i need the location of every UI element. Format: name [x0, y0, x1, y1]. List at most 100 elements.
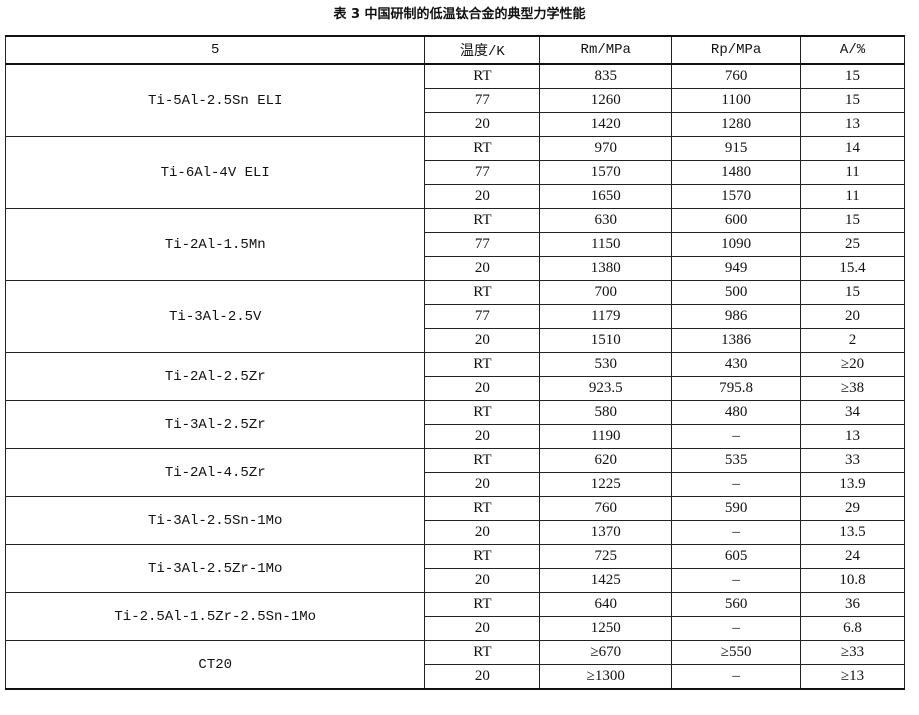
- table-title: 表 3 中国研制的低温钛合金的典型力学性能: [333, 7, 586, 22]
- table-row: 20 1420 1280 13: [6, 112, 905, 137]
- header-rm: Rm/MPa: [539, 35, 673, 65]
- elongation-cell: 14: [800, 136, 905, 161]
- table-row: 20 1510 1386 2: [6, 328, 905, 353]
- rm-cell: 923.5: [539, 376, 673, 401]
- elongation-cell: 15: [800, 88, 905, 113]
- rp-cell: 1100: [671, 88, 802, 113]
- temperature-cell: RT: [424, 496, 541, 521]
- rm-cell: 1425: [539, 568, 673, 593]
- rp-cell: 600: [671, 208, 802, 233]
- alloy-cell: Ti-3Al-2.5Sn-1Mo: [4, 496, 426, 545]
- elongation-cell: 36: [800, 592, 905, 617]
- table-row: Ti-3Al-2.5Zr RT 580 480 34: [4, 400, 905, 449]
- rm-cell: 1150: [539, 232, 673, 257]
- table-row: 20 1225–13.9: [6, 472, 905, 497]
- elongation-cell: 10.8: [800, 568, 905, 593]
- temperature-cell: 20: [424, 112, 541, 137]
- rm-cell: 760: [539, 496, 673, 521]
- rm-cell: 620: [539, 448, 673, 473]
- table-row: Ti-3Al-2.5Zr-1Mo RT 725 605 24: [4, 544, 905, 593]
- rp-cell: 590: [671, 496, 802, 521]
- table-row: Ti-2.5Al-1.5Zr-2.5Sn-1Mo RT 640 560 36: [4, 592, 905, 641]
- elongation-cell: ≥33: [800, 640, 905, 665]
- rm-cell: 1380: [539, 256, 673, 281]
- table-row: Ti-2Al-1.5Mn RT 630 600 15: [4, 208, 905, 281]
- elongation-cell: 25: [800, 232, 905, 257]
- rm-cell: 640: [539, 592, 673, 617]
- elongation-cell: 33: [800, 448, 905, 473]
- table-row: 20 1650 1570 11: [6, 184, 905, 209]
- rp-cell: –: [671, 568, 802, 593]
- table-row: 77 1150 1090 25: [6, 232, 905, 257]
- temperature-cell: 20: [424, 184, 541, 209]
- temperature-cell: RT: [424, 544, 541, 569]
- elongation-cell: 13: [800, 424, 905, 449]
- rp-cell: ≥550: [671, 640, 802, 665]
- temperature-cell: RT: [424, 400, 541, 425]
- alloy-cell: CT20: [4, 640, 426, 690]
- rp-cell: 1386: [671, 328, 802, 353]
- rm-cell: 725: [539, 544, 673, 569]
- rm-cell: 970: [539, 136, 673, 161]
- alloy-cell: Ti-3Al-2.5Zr-1Mo: [4, 544, 426, 593]
- rp-cell: –: [671, 616, 802, 641]
- table-row: Ti-3Al-2.5Sn-1Mo RT 760 590 29: [4, 496, 905, 545]
- rm-cell: 1510: [539, 328, 673, 353]
- rp-cell: –: [671, 664, 802, 690]
- alloy-cell: Ti-3Al-2.5V: [4, 280, 426, 353]
- rp-cell: 560: [671, 592, 802, 617]
- alloy-cell: Ti-2Al-4.5Zr: [4, 448, 426, 497]
- rp-cell: 1570: [671, 184, 802, 209]
- temperature-cell: 20: [424, 616, 541, 641]
- elongation-cell: 24: [800, 544, 905, 569]
- rp-cell: 1280: [671, 112, 802, 137]
- rp-cell: 480: [671, 400, 802, 425]
- table-row: Ti-3Al-2.5V RT 700 500 15: [4, 280, 905, 353]
- elongation-cell: 13.5: [800, 520, 905, 545]
- elongation-cell: 20: [800, 304, 905, 329]
- mechanical-properties-table: 5 温度/K Rm/MPa Rp/MPa A/% Ti-5Al-2.5Sn EL…: [4, 35, 905, 690]
- rp-cell: 1480: [671, 160, 802, 185]
- rp-cell: 986: [671, 304, 802, 329]
- table-row: CT20 RT ≥670 ≥550 ≥33: [4, 640, 905, 690]
- rm-cell: 1225: [539, 472, 673, 497]
- temperature-cell: 20: [424, 376, 541, 401]
- temperature-cell: 20: [424, 568, 541, 593]
- rm-cell: 1260: [539, 88, 673, 113]
- table-row: Ti-5Al-2.5Sn ELI RT 835 760 15: [4, 63, 905, 137]
- rm-cell: 1250: [539, 616, 673, 641]
- table-row: 77 1260 1100 15: [6, 88, 905, 113]
- rm-cell: 700: [539, 280, 673, 305]
- rp-cell: 500: [671, 280, 802, 305]
- temperature-cell: RT: [424, 208, 541, 233]
- elongation-cell: 2: [800, 328, 905, 353]
- temperature-cell: 77: [424, 160, 541, 185]
- elongation-cell: 11: [800, 184, 905, 209]
- alloy-cell: Ti-6Al-4V ELI: [4, 136, 426, 209]
- header-temperature: 温度/K: [424, 35, 541, 65]
- temperature-cell: 77: [424, 304, 541, 329]
- table-row: Ti-6Al-4V ELI RT 970 915 14: [4, 136, 905, 209]
- elongation-cell: 15: [800, 63, 905, 89]
- rm-cell: 1570: [539, 160, 673, 185]
- temperature-cell: 77: [424, 88, 541, 113]
- table-row: 20 ≥1300– ≥13: [6, 664, 905, 690]
- rm-cell: 1650: [539, 184, 673, 209]
- rm-cell: 1370: [539, 520, 673, 545]
- elongation-cell: 15.4: [800, 256, 905, 281]
- alloy-cell: Ti-5Al-2.5Sn ELI: [4, 63, 426, 137]
- table-row: 77 1570 1480 11: [6, 160, 905, 185]
- header-rp: Rp/MPa: [671, 35, 802, 65]
- temperature-cell: RT: [424, 448, 541, 473]
- alloy-cell: Ti-2Al-1.5Mn: [4, 208, 426, 281]
- temperature-cell: 20: [424, 520, 541, 545]
- table-row: 20 1380 949 15.4: [6, 256, 905, 281]
- alloy-cell: Ti-2Al-2.5Zr: [4, 352, 426, 401]
- elongation-cell: 15: [800, 280, 905, 305]
- table-row: Ti-2Al-2.5Zr RT 530 430 ≥20: [4, 352, 905, 401]
- rp-cell: 1090: [671, 232, 802, 257]
- rp-cell: –: [671, 424, 802, 449]
- header-row: 5 温度/K Rm/MPa Rp/MPa A/%: [4, 35, 905, 65]
- elongation-cell: 6.8: [800, 616, 905, 641]
- temperature-cell: 20: [424, 328, 541, 353]
